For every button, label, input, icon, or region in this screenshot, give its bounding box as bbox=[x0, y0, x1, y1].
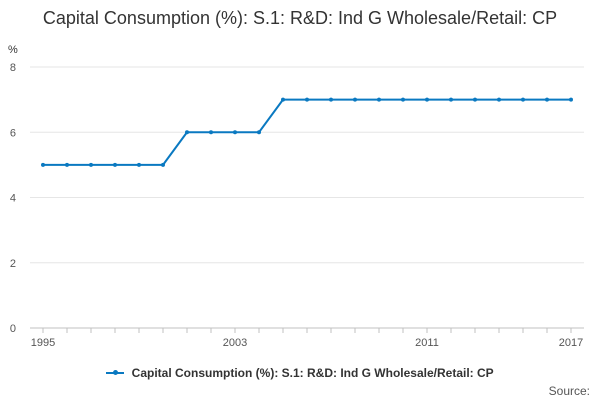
y-axis-label: % bbox=[8, 44, 18, 56]
data-point[interactable] bbox=[257, 130, 261, 135]
data-point[interactable] bbox=[185, 130, 189, 135]
x-tick-label: 2003 bbox=[223, 337, 247, 349]
data-point[interactable] bbox=[473, 97, 477, 102]
y-tick-label: 0 bbox=[10, 323, 16, 335]
legend-label: Capital Consumption (%): S.1: R&D: Ind G… bbox=[131, 366, 494, 380]
data-point[interactable] bbox=[281, 97, 285, 102]
legend-swatch bbox=[106, 369, 125, 375]
gridlines bbox=[30, 66, 584, 264]
data-point[interactable] bbox=[161, 162, 165, 167]
series-group bbox=[41, 97, 573, 167]
y-axis-ticks: 0 2 4 6 8 bbox=[10, 62, 16, 335]
x-tick-label: 2017 bbox=[559, 337, 583, 349]
data-point[interactable] bbox=[353, 97, 357, 102]
x-tick-label: 2011 bbox=[415, 337, 439, 349]
data-point[interactable] bbox=[137, 162, 141, 167]
data-point[interactable] bbox=[401, 97, 405, 102]
data-point[interactable] bbox=[89, 162, 93, 167]
y-tick-label: 6 bbox=[10, 127, 16, 139]
y-tick-label: 4 bbox=[10, 193, 16, 205]
data-point[interactable] bbox=[521, 97, 525, 102]
data-point[interactable] bbox=[425, 97, 429, 102]
data-point[interactable] bbox=[377, 97, 381, 102]
x-axis-ticks: 1995 2003 2011 2017 bbox=[31, 328, 583, 349]
data-point[interactable] bbox=[305, 97, 309, 102]
y-tick-label: 2 bbox=[10, 258, 16, 270]
x-tick-label: 1995 bbox=[31, 337, 55, 349]
data-point[interactable] bbox=[569, 97, 573, 102]
data-point[interactable] bbox=[233, 130, 237, 135]
data-point[interactable] bbox=[113, 162, 117, 167]
data-point[interactable] bbox=[497, 97, 501, 102]
data-point[interactable] bbox=[545, 97, 549, 102]
chart-title: Capital Consumption (%): S.1: R&D: Ind G… bbox=[42, 8, 558, 28]
data-point[interactable] bbox=[449, 97, 453, 102]
data-point[interactable] bbox=[65, 162, 69, 167]
legend[interactable]: Capital Consumption (%): S.1: R&D: Ind G… bbox=[0, 366, 600, 380]
data-point[interactable] bbox=[41, 162, 45, 167]
data-point[interactable] bbox=[209, 130, 213, 135]
y-tick-label: 8 bbox=[10, 62, 16, 74]
data-point[interactable] bbox=[329, 97, 333, 102]
source-label: Source: bbox=[548, 384, 590, 398]
